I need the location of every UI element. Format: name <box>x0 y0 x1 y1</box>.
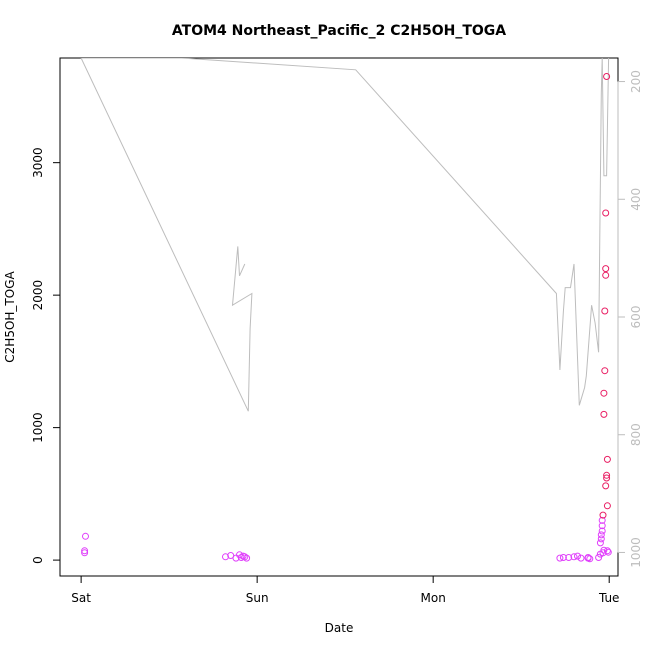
data-point <box>599 511 607 519</box>
series-line-0 <box>81 58 610 406</box>
data-point <box>602 265 610 273</box>
data-point <box>237 554 245 561</box>
data-point <box>601 367 609 375</box>
chart-title: ATOM4 Northeast_Pacific_2 C2H5OH_TOGA <box>172 23 506 39</box>
x-tick-label: Tue <box>598 591 620 605</box>
data-point <box>222 553 229 561</box>
y2-tick-label: 600 <box>629 306 643 329</box>
data-point <box>598 516 606 524</box>
data-point <box>596 539 604 547</box>
y-axis: 0 1000 2000 3000 <box>31 147 61 564</box>
data-point <box>565 554 573 561</box>
data-point <box>600 389 608 397</box>
data-point <box>602 209 610 217</box>
data-point <box>82 532 89 540</box>
data-point <box>81 549 89 557</box>
y-tick-label: 1000 <box>31 412 45 443</box>
x-tick-label: Sun <box>246 591 269 605</box>
data-point <box>595 554 603 561</box>
y-axis-label: C2H5OH_TOGA <box>3 271 17 363</box>
y-tick-label: 3000 <box>31 147 45 178</box>
y2-tick-label: 400 <box>629 188 643 211</box>
y2-axis: 200 400 600 800 1000 <box>617 70 643 568</box>
data-point <box>603 547 611 555</box>
x-axis-label: Date <box>325 621 354 635</box>
data-point <box>598 527 606 535</box>
x-tick-label: Mon <box>421 591 446 605</box>
y2-tick-label: 800 <box>629 423 643 446</box>
data-point <box>81 547 89 555</box>
data-point <box>603 502 611 510</box>
data-point <box>577 554 585 562</box>
data-point <box>603 471 611 479</box>
data-point <box>597 535 605 543</box>
data-point <box>597 531 605 539</box>
data-point <box>603 455 611 463</box>
data-point <box>559 554 567 561</box>
data-point <box>603 73 611 80</box>
y-tick-label: 2000 <box>31 280 45 311</box>
data-point <box>570 553 578 561</box>
y2-tick-label: 1000 <box>629 537 643 568</box>
data-point <box>603 474 611 482</box>
y2-tick-label: 200 <box>629 70 643 93</box>
data-point <box>602 271 610 279</box>
plot-frame <box>59 57 619 577</box>
data-point <box>600 410 608 418</box>
series-layer <box>80 58 612 563</box>
data-point <box>556 554 564 562</box>
x-axis: Sat Sun Mon Tue <box>71 575 620 605</box>
y-tick-label: 0 <box>31 556 45 564</box>
series-line-1 <box>80 58 253 412</box>
data-point <box>241 553 249 561</box>
data-point <box>601 307 609 315</box>
data-point <box>586 555 594 563</box>
data-point <box>600 546 608 554</box>
data-point <box>604 548 612 556</box>
data-point <box>602 482 610 490</box>
x-tick-label: Sat <box>71 591 91 605</box>
data-point <box>574 552 581 560</box>
data-point <box>243 554 251 562</box>
data-point <box>598 522 606 530</box>
